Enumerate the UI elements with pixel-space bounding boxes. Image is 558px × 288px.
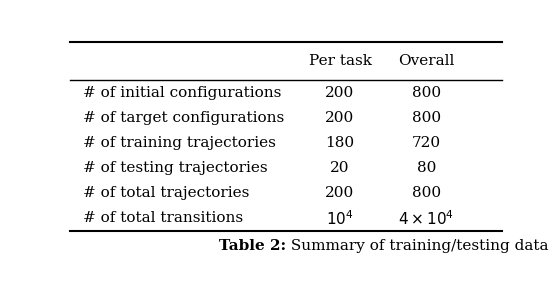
Text: # of target configurations: # of target configurations [83, 111, 284, 125]
Text: 200: 200 [325, 86, 355, 100]
Text: 800: 800 [412, 186, 441, 200]
Text: # of total transitions: # of total transitions [83, 211, 243, 225]
Text: $4 \times 10^4$: $4 \times 10^4$ [398, 209, 455, 228]
Text: 720: 720 [412, 136, 441, 150]
Text: 800: 800 [412, 86, 441, 100]
Text: 800: 800 [412, 111, 441, 125]
Text: # of training trajectories: # of training trajectories [83, 136, 276, 150]
Text: 200: 200 [325, 111, 355, 125]
Text: 80: 80 [417, 161, 436, 175]
Text: 180: 180 [325, 136, 354, 150]
Text: # of initial configurations: # of initial configurations [83, 86, 281, 100]
Text: Per task: Per task [309, 54, 372, 68]
Text: Summary of training/testing data: Summary of training/testing data [286, 239, 549, 253]
Text: 20: 20 [330, 161, 350, 175]
Text: Table 2:: Table 2: [219, 239, 286, 253]
Text: Overall: Overall [398, 54, 455, 68]
Text: # of testing trajectories: # of testing trajectories [83, 161, 267, 175]
Text: 200: 200 [325, 186, 355, 200]
Text: $10^4$: $10^4$ [326, 209, 354, 228]
Text: # of total trajectories: # of total trajectories [83, 186, 249, 200]
